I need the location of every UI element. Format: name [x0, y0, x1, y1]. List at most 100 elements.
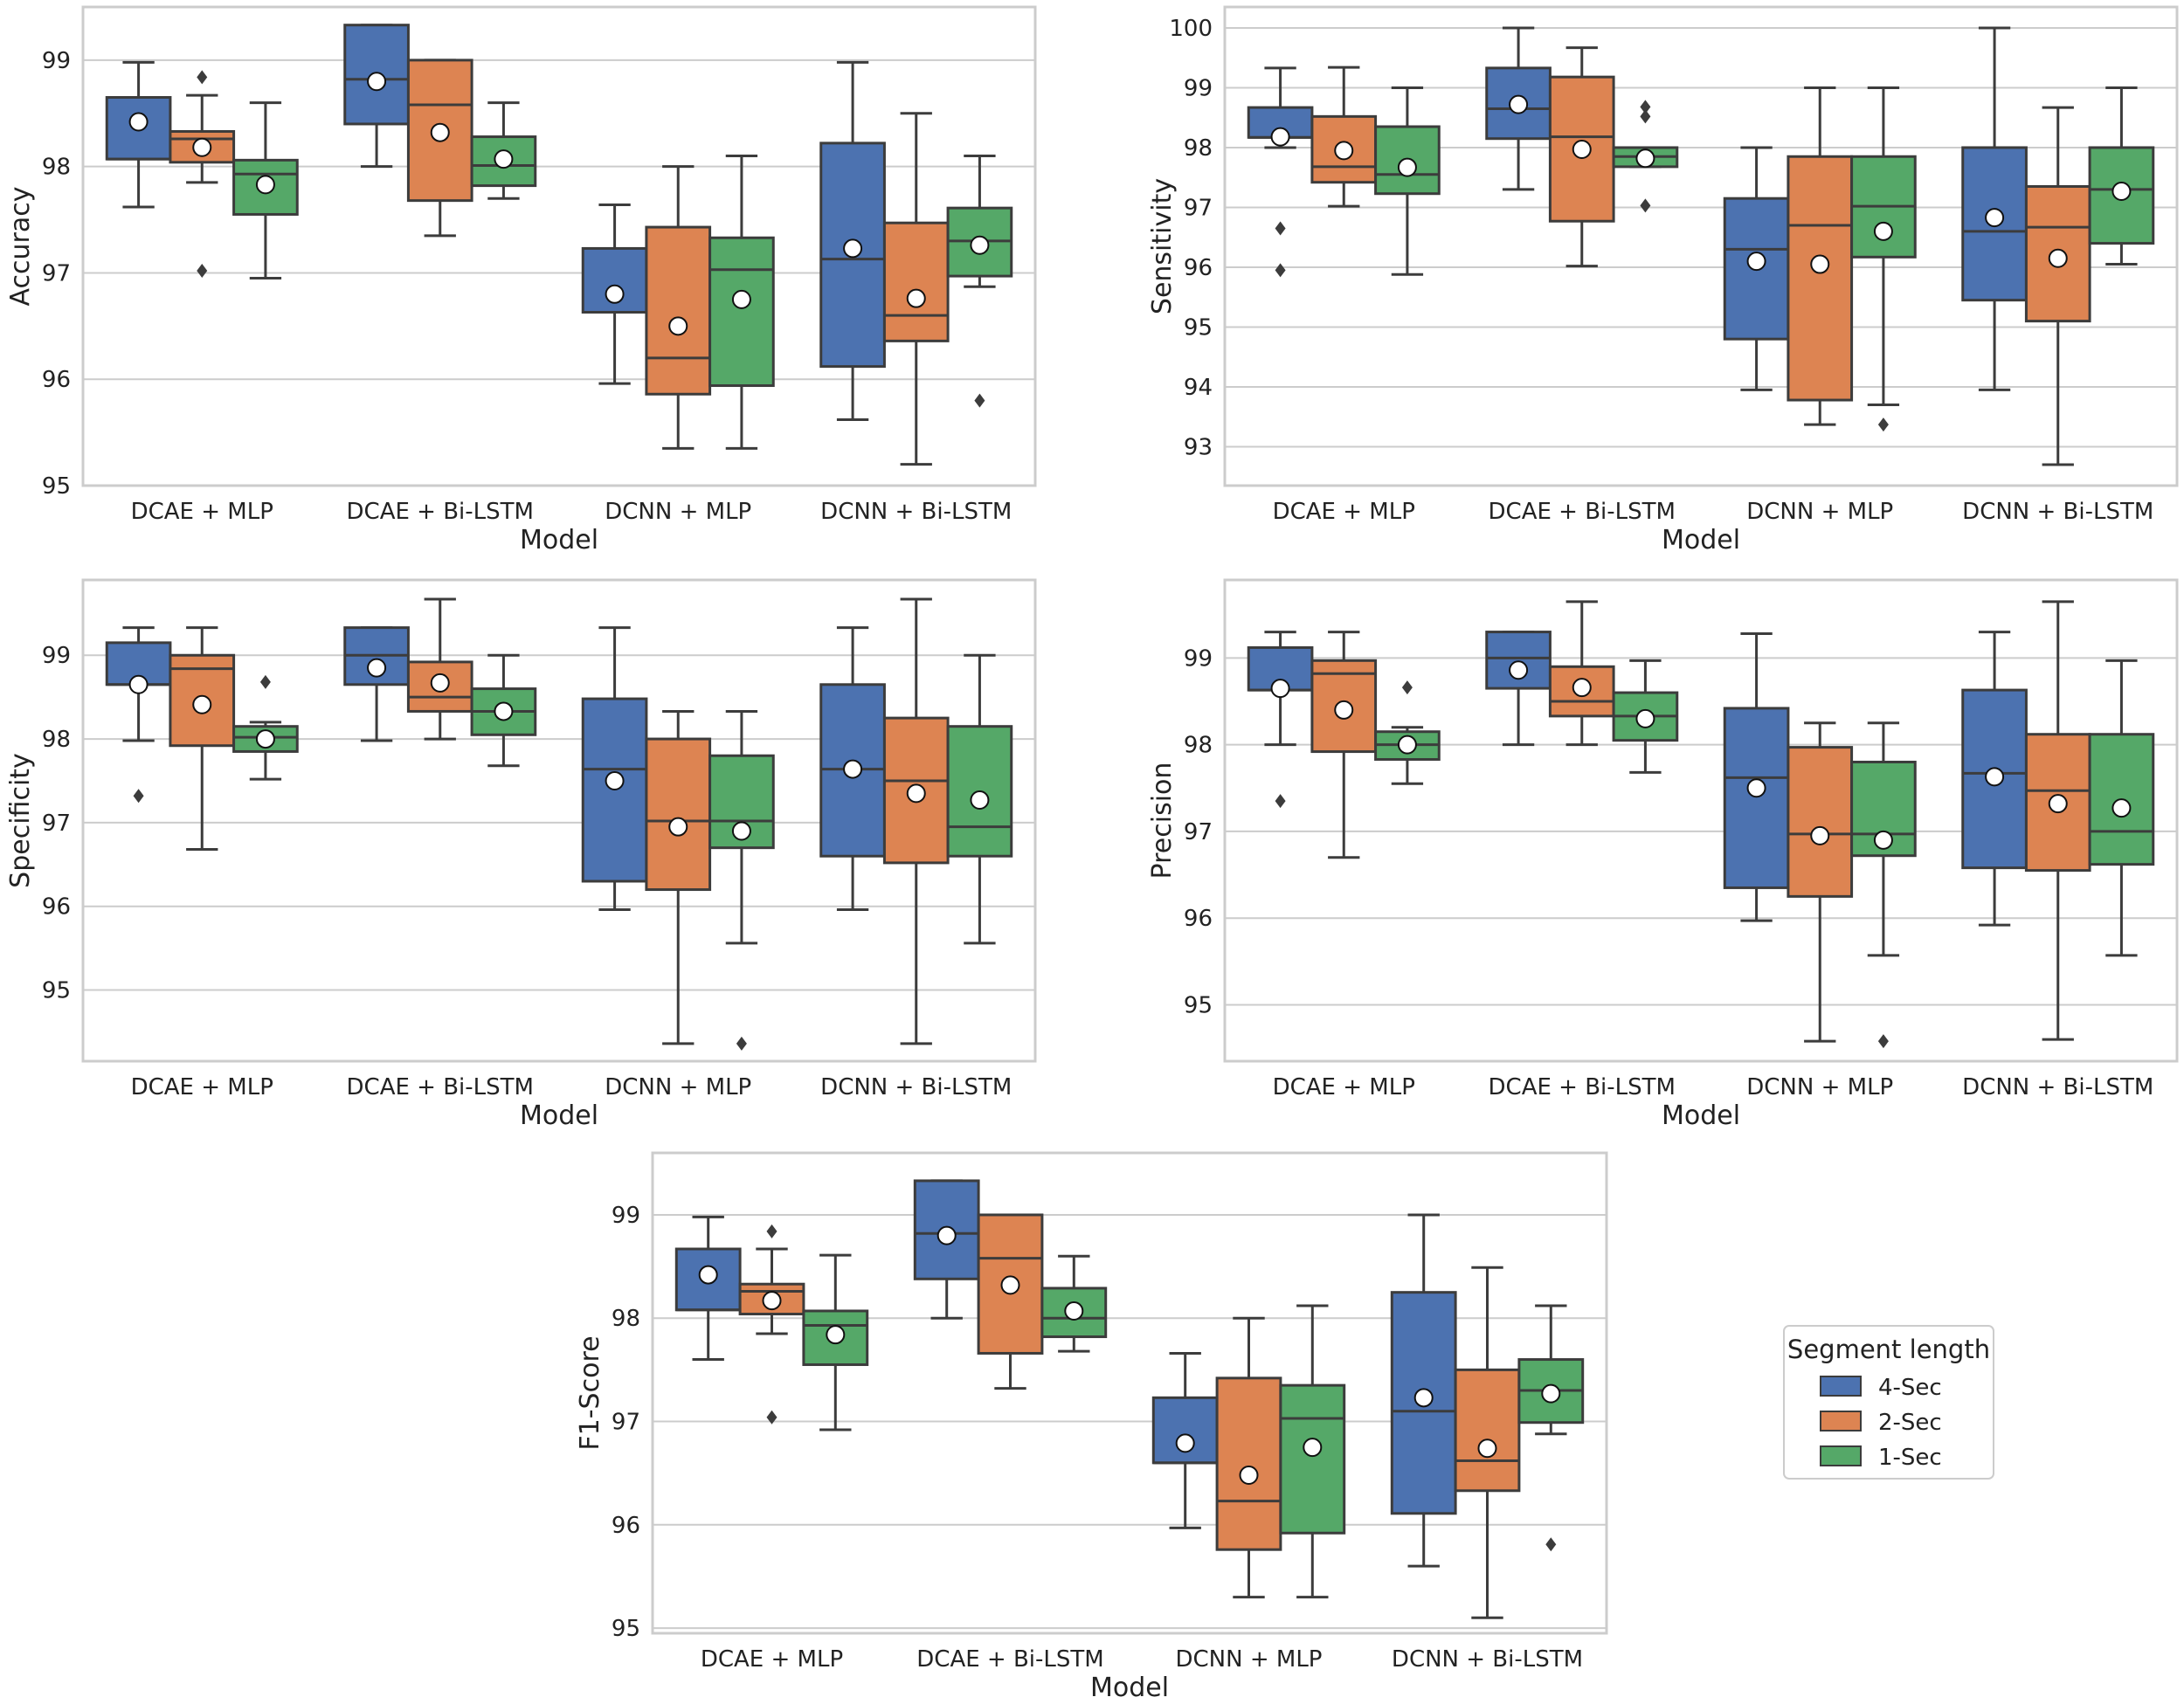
- mean-marker: [1635, 148, 1655, 169]
- box-dcnn-bi-lstm-2sec: [2024, 106, 2091, 466]
- axes-frame: [1223, 5, 2179, 487]
- mean-marker: [1397, 735, 1417, 755]
- mean-marker: [668, 817, 688, 837]
- outlier-point: [259, 674, 271, 689]
- y-axis-title: Specificity: [5, 753, 36, 888]
- y-tick-label: 97: [42, 260, 71, 286]
- mean-marker: [1873, 221, 1893, 241]
- x-tick-label: DCNN + Bi-LSTM: [1962, 499, 2153, 525]
- y-axis-title: Precision: [1147, 762, 1178, 880]
- y-tick-label: 96: [42, 894, 71, 921]
- x-axis-title: Model: [520, 525, 598, 555]
- outlier-point: [766, 1410, 778, 1425]
- y-tick-label: 97: [42, 811, 71, 837]
- x-tick-label: DCNN + Bi-LSTM: [820, 1074, 1012, 1100]
- mean-marker: [731, 289, 751, 309]
- outlier-point: [974, 393, 985, 408]
- mean-marker: [2111, 181, 2132, 201]
- iqr-box: [882, 221, 950, 342]
- x-tick-label: DCAE + Bi-LSTM: [1489, 1074, 1676, 1100]
- outlier-point: [736, 1036, 747, 1051]
- mean-marker: [698, 1265, 718, 1285]
- outlier-point: [766, 1224, 778, 1238]
- y-tick-label: 94: [1184, 375, 1213, 401]
- box-dcnn-mlp-2sec: [1787, 86, 1854, 426]
- box-dcae-mlp-1sec: [1374, 86, 1441, 276]
- mean-marker: [1746, 778, 1766, 798]
- iqr-box: [1215, 1376, 1282, 1551]
- outlier-point: [133, 789, 144, 804]
- mean-marker: [1397, 157, 1417, 177]
- mean-marker: [367, 72, 387, 92]
- box-dcae-mlp-2sec: [1310, 631, 1378, 859]
- mean-marker: [1985, 208, 2005, 228]
- box-dcnn-bi-lstm-1sec: [2088, 659, 2155, 957]
- x-tick-label: DCNN + MLP: [1746, 499, 1893, 525]
- mean-marker: [128, 112, 149, 132]
- y-tick-label: 98: [42, 727, 71, 753]
- x-tick-label: DCAE + Bi-LSTM: [916, 1646, 1103, 1673]
- box-dcae-bi-lstm-2sec: [977, 1213, 1044, 1390]
- box-dcae-bi-lstm-2sec: [406, 597, 473, 741]
- mean-marker: [192, 137, 212, 157]
- box-dcae-mlp-1sec: [232, 674, 299, 781]
- mean-marker: [2048, 794, 2068, 814]
- x-axis-title: Model: [1090, 1673, 1169, 1703]
- outlier-point: [1640, 109, 1651, 124]
- x-tick-label: DCNN + Bi-LSTM: [820, 499, 1012, 525]
- mean-marker: [1509, 94, 1529, 114]
- x-axis-title: Model: [1662, 525, 1740, 555]
- box-dcae-bi-lstm-2sec: [1548, 46, 1615, 268]
- box-dcnn-bi-lstm-1sec: [946, 653, 1013, 945]
- iqr-box: [1151, 1396, 1219, 1465]
- box-dcnn-bi-lstm-4sec: [1961, 26, 2028, 391]
- mean-marker: [1810, 825, 1830, 845]
- chart-sensitivity: 93 94 95 96 97 98 99 100 DCAE + MLP DCAE + Bi-LST…: [1147, 5, 2179, 555]
- x-tick-label: DCNN + MLP: [1746, 1074, 1893, 1100]
- box-dcnn-bi-lstm-2sec: [882, 112, 950, 466]
- mean-marker: [843, 759, 863, 779]
- box-dcnn-bi-lstm-4sec: [819, 626, 886, 912]
- y-tick-label: 96: [1184, 255, 1213, 281]
- chart-accuracy: 95 96 97 98 99 DCAE + MLP DCAE + Bi-LSTM DCNN +…: [5, 5, 1037, 555]
- mean-marker: [936, 1225, 957, 1245]
- box-dcnn-mlp-1sec: [1850, 86, 1917, 432]
- box-dcnn-mlp-2sec: [645, 165, 712, 450]
- y-tick-label: 99: [612, 1203, 640, 1229]
- legend-title: Segment length: [1787, 1335, 1990, 1364]
- y-tick-label: 93: [1184, 434, 1213, 460]
- mean-marker: [843, 238, 863, 259]
- x-axis-title: Model: [520, 1100, 598, 1131]
- outlier-point: [1877, 417, 1889, 432]
- mean-marker: [970, 235, 990, 255]
- y-tick-label: 99: [1184, 645, 1213, 672]
- mean-marker: [970, 790, 990, 811]
- box-dcnn-bi-lstm-1sec: [946, 154, 1013, 408]
- box-dcnn-bi-lstm-1sec: [1517, 1304, 1585, 1552]
- legend-frame: [1783, 1325, 1994, 1480]
- axes-frame: [651, 1151, 1608, 1635]
- mean-marker: [1000, 1275, 1020, 1295]
- legend-label-2sec: 2-Sec: [1878, 1410, 1942, 1436]
- mean-marker: [1239, 1466, 1259, 1486]
- y-tick-label: 99: [42, 48, 71, 74]
- y-tick-label: 95: [42, 473, 71, 500]
- mean-marker: [1334, 141, 1354, 161]
- box-dcae-mlp-4sec: [674, 1215, 742, 1362]
- box-dcae-mlp-2sec: [1310, 66, 1378, 208]
- box-dcae-bi-lstm-4sec: [343, 24, 410, 169]
- mean-marker: [1746, 252, 1766, 272]
- iqr-box: [105, 641, 172, 686]
- x-tick-label: DCNN + MLP: [1176, 1646, 1323, 1673]
- axes-frame: [81, 5, 1037, 487]
- iqr-box: [1787, 746, 1854, 898]
- x-tick-label: DCNN + MLP: [605, 1074, 751, 1100]
- box-dcae-bi-lstm-1sec: [470, 653, 537, 768]
- mean-marker: [494, 701, 514, 721]
- iqr-box: [645, 737, 712, 892]
- iqr-box: [1787, 155, 1854, 402]
- outlier-point: [197, 264, 208, 279]
- box-dcae-mlp-4sec: [105, 60, 172, 209]
- x-tick-label: DCAE + MLP: [131, 1074, 273, 1100]
